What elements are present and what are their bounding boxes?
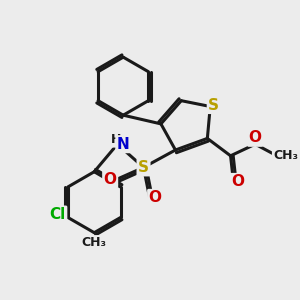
Text: H: H	[111, 133, 121, 146]
Text: S: S	[138, 160, 149, 175]
Text: CH₃: CH₃	[82, 236, 107, 249]
Text: S: S	[208, 98, 219, 112]
Text: O: O	[231, 174, 244, 189]
Text: CH₃: CH₃	[273, 149, 298, 162]
Text: O: O	[148, 190, 162, 206]
Text: O: O	[104, 172, 117, 187]
Text: Cl: Cl	[50, 207, 66, 222]
Text: N: N	[117, 137, 130, 152]
Text: O: O	[249, 130, 262, 145]
